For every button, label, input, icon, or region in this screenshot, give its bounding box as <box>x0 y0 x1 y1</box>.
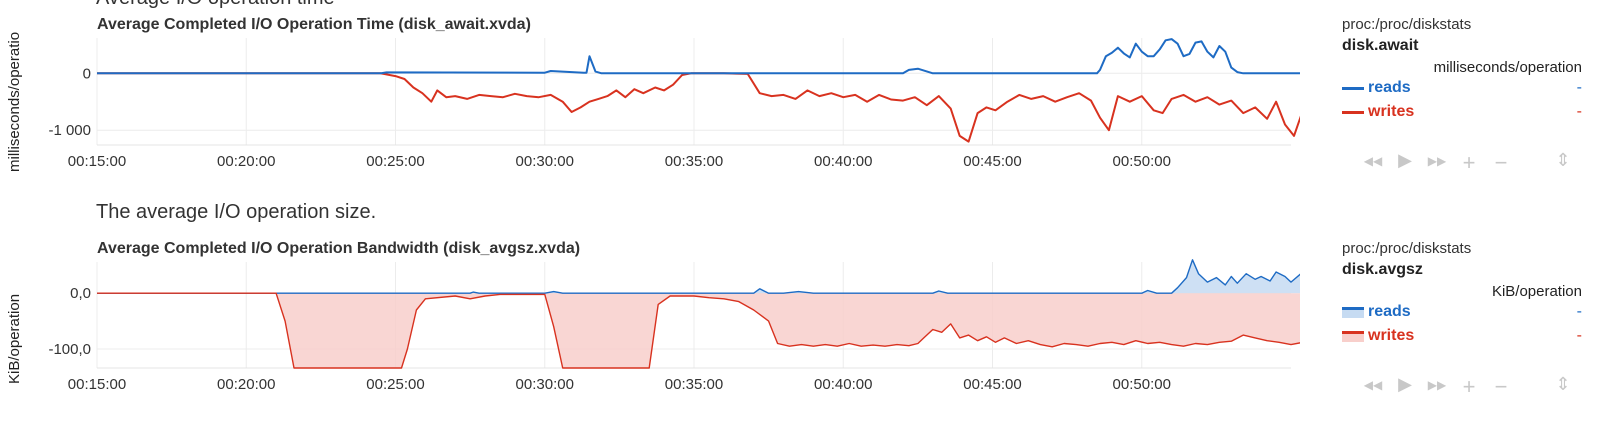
zoom-in-icon[interactable]: + <box>1462 374 1476 399</box>
fast-forward-icon[interactable]: ▶▶ <box>1427 154 1447 168</box>
avgsz-line-writes <box>97 292 1300 369</box>
avgsz-area-writes <box>97 293 1300 368</box>
legend-item-writes[interactable]: writes - <box>1342 100 1582 124</box>
fast-forward-icon[interactable]: ▶▶ <box>1427 378 1447 392</box>
legend-label-writes: writes <box>1368 103 1415 120</box>
avgsz-y-tick-label: 0,0 <box>70 285 91 302</box>
avgsz-line-reads <box>97 259 1300 294</box>
await-x-tick-label: 00:30:00 <box>516 153 574 170</box>
await-x-tick-label: 00:25:00 <box>366 153 424 170</box>
avgsz-x-tick-label: 00:25:00 <box>366 376 424 393</box>
legend-dimension: disk.avgsz <box>1342 261 1423 278</box>
zoom-out-icon[interactable]: − <box>1494 374 1508 399</box>
await-x-tick-label: 00:50:00 <box>1113 153 1171 170</box>
await-y-tick-label: 0 <box>83 65 91 82</box>
legend-await: proc:/proc/diskstats disk.await millisec… <box>1342 16 1582 124</box>
cut-off-description: Average I/O operation time <box>96 0 335 10</box>
legend-swatch-writes <box>1342 110 1364 114</box>
await-y-tick-label: -1 000 <box>48 122 91 139</box>
chart-title-await: Average Completed I/O Operation Time (di… <box>97 16 531 33</box>
legend-label-reads: reads <box>1368 79 1411 96</box>
legend-item-reads[interactable]: reads - <box>1342 300 1582 324</box>
legend-item-writes[interactable]: writes - <box>1342 324 1582 348</box>
await-x-tick-label: 00:20:00 <box>217 153 275 170</box>
avgsz-x-tick-label: 00:45:00 <box>963 376 1021 393</box>
play-icon[interactable]: ▶ <box>1398 374 1412 394</box>
avgsz-x-tick-label: 00:40:00 <box>814 376 872 393</box>
zoom-in-icon[interactable]: + <box>1462 150 1476 175</box>
legend-swatch-reads <box>1342 306 1364 318</box>
chart-title-avgsz: Average Completed I/O Operation Bandwidt… <box>97 240 581 257</box>
avgsz-x-tick-label: 00:20:00 <box>217 376 275 393</box>
await-chart[interactable]: 00:15:00 00:20:00 00:25:00 00:30:00 00:35:00… <box>0 0 1300 185</box>
legend-value-writes: - <box>1576 327 1582 344</box>
legend-swatch-reads <box>1342 86 1364 90</box>
await-line-writes <box>97 72 1300 143</box>
chart-description-avgsz: The average I/O operation size. <box>96 201 377 223</box>
legend-label-writes: writes <box>1368 327 1415 344</box>
avgsz-area-reads <box>97 259 1300 294</box>
legend-dimension: disk.await <box>1342 37 1419 54</box>
avgsz-y-tick-label: -100,0 <box>48 341 91 358</box>
legend-value-reads: - <box>1576 79 1582 96</box>
await-x-tick-label: 00:45:00 <box>963 153 1021 170</box>
legend-context: proc:/proc/diskstats <box>1342 240 1472 257</box>
resize-icon[interactable]: ⇕ <box>1555 374 1571 394</box>
legend-item-reads[interactable]: reads - <box>1342 76 1582 100</box>
await-line-reads <box>97 38 1300 75</box>
play-icon[interactable]: ▶ <box>1398 150 1412 170</box>
chart-toolbar-await: ◀◀ ▶ ▶▶ + − ⇕ <box>1362 150 1574 176</box>
zoom-out-icon[interactable]: − <box>1494 150 1508 175</box>
legend-label-reads: reads <box>1368 303 1411 320</box>
await-x-tick-label: 00:40:00 <box>814 153 872 170</box>
await-x-tick-label: 00:15:00 <box>68 153 126 170</box>
avgsz-chart[interactable]: 00:15:00 00:20:00 00:25:00 00:30:00 00:35:00… <box>0 230 1300 410</box>
legend-value-writes: - <box>1576 103 1582 120</box>
legend-units: milliseconds/operation <box>1433 59 1582 76</box>
avgsz-x-tick-label: 00:15:00 <box>68 376 126 393</box>
legend-context: proc:/proc/diskstats <box>1342 16 1472 33</box>
legend-value-reads: - <box>1576 303 1582 320</box>
rewind-icon[interactable]: ◀◀ <box>1363 154 1383 168</box>
avgsz-x-tick-label: 00:30:00 <box>516 376 574 393</box>
legend-swatch-writes <box>1342 330 1364 342</box>
legend-avgsz: proc:/proc/diskstats disk.avgsz KiB/oper… <box>1342 240 1582 348</box>
resize-icon[interactable]: ⇕ <box>1555 150 1571 170</box>
chart-toolbar-avgsz: ◀◀ ▶ ▶▶ + − ⇕ <box>1362 374 1574 400</box>
avgsz-x-tick-label: 00:50:00 <box>1113 376 1171 393</box>
legend-units: KiB/operation <box>1491 283 1582 300</box>
await-x-tick-label: 00:35:00 <box>665 153 723 170</box>
rewind-icon[interactable]: ◀◀ <box>1363 378 1383 392</box>
avgsz-x-tick-label: 00:35:00 <box>665 376 723 393</box>
